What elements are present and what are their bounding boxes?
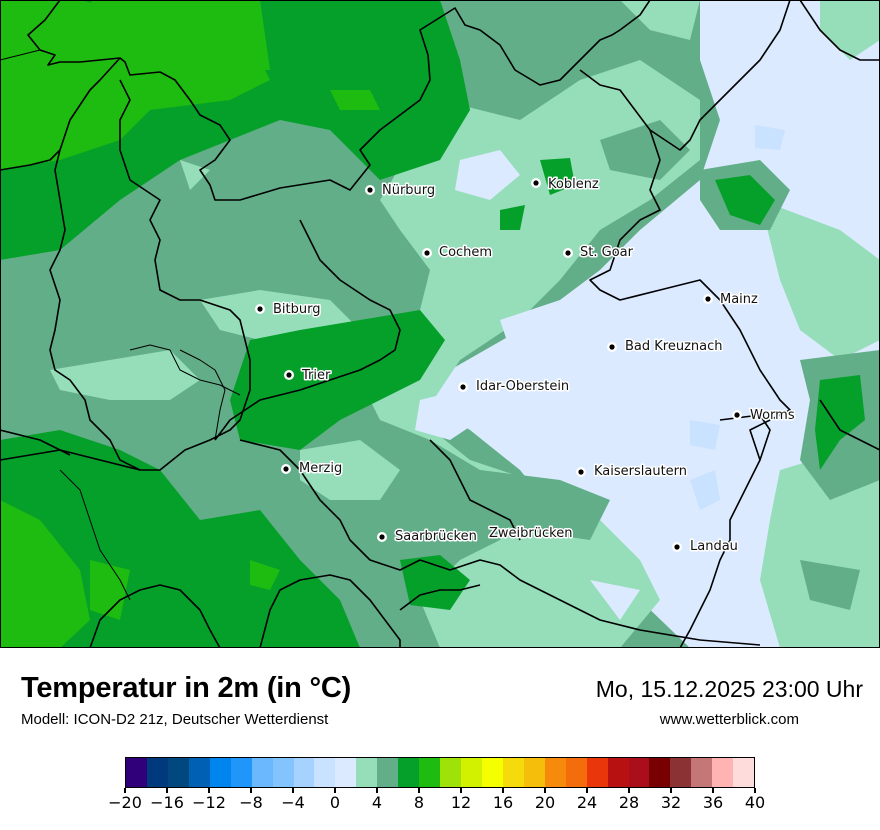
colorbar-segment bbox=[649, 758, 671, 787]
city-bitburg: Bitburg bbox=[255, 301, 322, 319]
svg-text:Nürburg: Nürburg bbox=[382, 183, 435, 198]
colorbar-segment bbox=[335, 758, 357, 787]
colorbar-segment bbox=[712, 758, 734, 787]
city-nurburg: Nürburg bbox=[365, 182, 437, 200]
city-koblenz: Koblenz bbox=[531, 176, 600, 194]
svg-text:Zweibrücken: Zweibrücken bbox=[489, 526, 572, 541]
colorbar-segment bbox=[126, 758, 147, 787]
city-idar-oberstein: Idar-Oberstein bbox=[458, 378, 571, 396]
svg-text:Landau: Landau bbox=[690, 539, 738, 554]
colorbar-segment bbox=[209, 758, 231, 787]
colorbar-segment bbox=[481, 758, 503, 787]
colorbar-tick-label: 36 bbox=[702, 793, 724, 812]
temperature-colorbar bbox=[125, 757, 755, 788]
svg-text:Bad Kreuznach: Bad Kreuznach bbox=[625, 339, 723, 354]
colorbar-segment bbox=[523, 758, 545, 787]
colorbar-ticks: −20 −16 −12 −8 −4 0 4 8 12 16 20 24 28 32 36 40 bbox=[108, 788, 765, 818]
city-markers: Nürburg Koblenz Cochem St. Goar Mainz Bi… bbox=[255, 176, 796, 556]
colorbar-segment bbox=[461, 758, 482, 787]
colorbar-segment bbox=[628, 758, 650, 787]
city-worms: Worms bbox=[732, 407, 796, 425]
colorbar-segment bbox=[293, 758, 315, 787]
colorbar-segment bbox=[440, 758, 461, 787]
colorbar-tick-label: −4 bbox=[281, 793, 305, 812]
colorbar-tick-label: −20 bbox=[108, 793, 142, 812]
colorbar-tick-label: 28 bbox=[618, 793, 640, 812]
city-saarbrucken: Saarbrücken bbox=[377, 528, 478, 546]
colorbar-segment bbox=[502, 758, 524, 787]
colorbar-segment bbox=[419, 758, 441, 787]
map-title: Temperatur in 2m (in °C) bbox=[21, 672, 352, 704]
colorbar-tick-label: 32 bbox=[660, 793, 682, 812]
model-info: Modell: ICON-D2 21z, Deutscher Wetterdie… bbox=[21, 711, 329, 728]
colorbar-segment bbox=[733, 758, 755, 787]
city-zweibrucken: Zweibrücken bbox=[488, 525, 574, 543]
colorbar-segment bbox=[146, 758, 168, 787]
colorbar-tick-label: 40 bbox=[744, 793, 766, 812]
city-landau: Landau bbox=[672, 538, 739, 556]
colorbar-tick-label: −12 bbox=[192, 793, 226, 812]
colorbar-segment bbox=[167, 758, 189, 787]
svg-text:Mainz: Mainz bbox=[720, 292, 758, 307]
city-bad-kreuznach: Bad Kreuznach bbox=[607, 338, 724, 356]
colorbar-tick-label: 0 bbox=[329, 793, 341, 812]
colorbar-tick-label: −8 bbox=[239, 793, 263, 812]
city-kaiserslautern: Kaiserslautern bbox=[576, 463, 689, 481]
city-st-goar: St. Goar bbox=[563, 244, 635, 262]
colorbar-tick-label: 20 bbox=[534, 793, 556, 812]
colorbar-segment bbox=[356, 758, 378, 787]
colorbar-tick-label: 24 bbox=[576, 793, 598, 812]
colorbar-segment bbox=[544, 758, 566, 787]
svg-text:Cochem: Cochem bbox=[439, 245, 492, 260]
colorbar-segment bbox=[251, 758, 273, 787]
svg-text:Worms: Worms bbox=[750, 408, 795, 423]
svg-text:Bitburg: Bitburg bbox=[273, 302, 321, 317]
colorbar-segment bbox=[230, 758, 252, 787]
map-canvas: Nürburg Koblenz Cochem St. Goar Mainz Bi… bbox=[0, 0, 880, 648]
svg-text:St. Goar: St. Goar bbox=[580, 245, 634, 260]
colorbar-segment bbox=[398, 758, 420, 787]
city-merzig: Merzig bbox=[281, 460, 344, 478]
forecast-datetime: Mo, 15.12.2025 23:00 Uhr bbox=[595, 676, 863, 702]
svg-text:Idar-Oberstein: Idar-Oberstein bbox=[476, 379, 569, 394]
city-mainz: Mainz bbox=[703, 291, 760, 309]
colorbar-segment bbox=[691, 758, 713, 787]
colorbar-segment bbox=[670, 758, 692, 787]
colorbar-tick-label: 4 bbox=[371, 793, 383, 812]
colorbar-tick-label: 8 bbox=[413, 793, 425, 812]
svg-text:Kaiserslautern: Kaiserslautern bbox=[594, 464, 687, 479]
legend-footer bbox=[0, 648, 880, 830]
colorbar-segment bbox=[188, 758, 210, 787]
svg-text:Merzig: Merzig bbox=[299, 461, 342, 476]
svg-text:Koblenz: Koblenz bbox=[548, 177, 599, 192]
city-cochem: Cochem bbox=[422, 244, 494, 262]
colorbar-tick-label: 12 bbox=[450, 793, 472, 812]
colorbar-segment bbox=[565, 758, 587, 787]
colorbar-tick-label: 16 bbox=[492, 793, 514, 812]
city-trier: Trier bbox=[284, 367, 332, 385]
svg-text:Saarbrücken: Saarbrücken bbox=[395, 529, 477, 544]
temperature-map[interactable]: Nürburg Koblenz Cochem St. Goar Mainz Bi… bbox=[0, 0, 880, 648]
colorbar-segment bbox=[314, 758, 336, 787]
colorbar-tick-label: −16 bbox=[150, 793, 184, 812]
colorbar-segment bbox=[586, 758, 608, 787]
colorbar-segment bbox=[377, 758, 399, 787]
website-link[interactable]: www.wetterblick.com bbox=[659, 711, 799, 728]
svg-text:Trier: Trier bbox=[301, 368, 331, 383]
colorbar-segment bbox=[272, 758, 294, 787]
colorbar-segment bbox=[607, 758, 629, 787]
